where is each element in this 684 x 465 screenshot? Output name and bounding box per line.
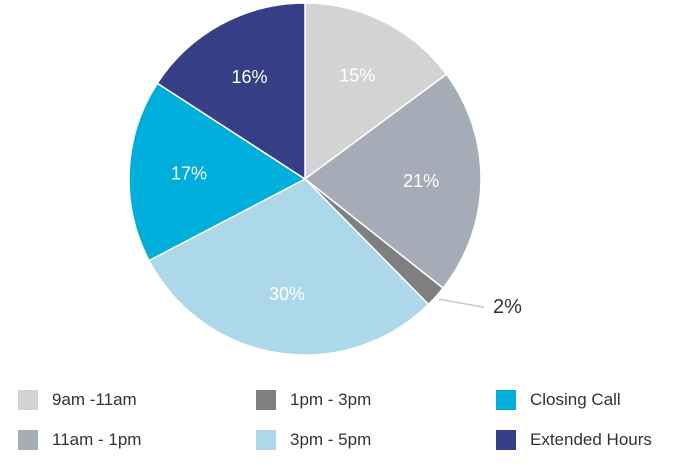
pie-slice-closing-call (128, 82, 307, 262)
data-label: 30% (269, 284, 305, 304)
leader-line (438, 298, 485, 308)
pie-slice-3pm-5pm (148, 178, 430, 356)
pie-slice-9am-11am (304, 2, 448, 181)
data-label: 21% (403, 171, 439, 191)
data-label: 2% (493, 296, 522, 318)
pie-slice-extended-hours (156, 2, 306, 181)
data-label: 16% (231, 67, 267, 87)
data-label: 15% (339, 65, 375, 85)
data-label: 17% (171, 164, 207, 184)
pie-slice-11am-1pm (303, 73, 482, 290)
